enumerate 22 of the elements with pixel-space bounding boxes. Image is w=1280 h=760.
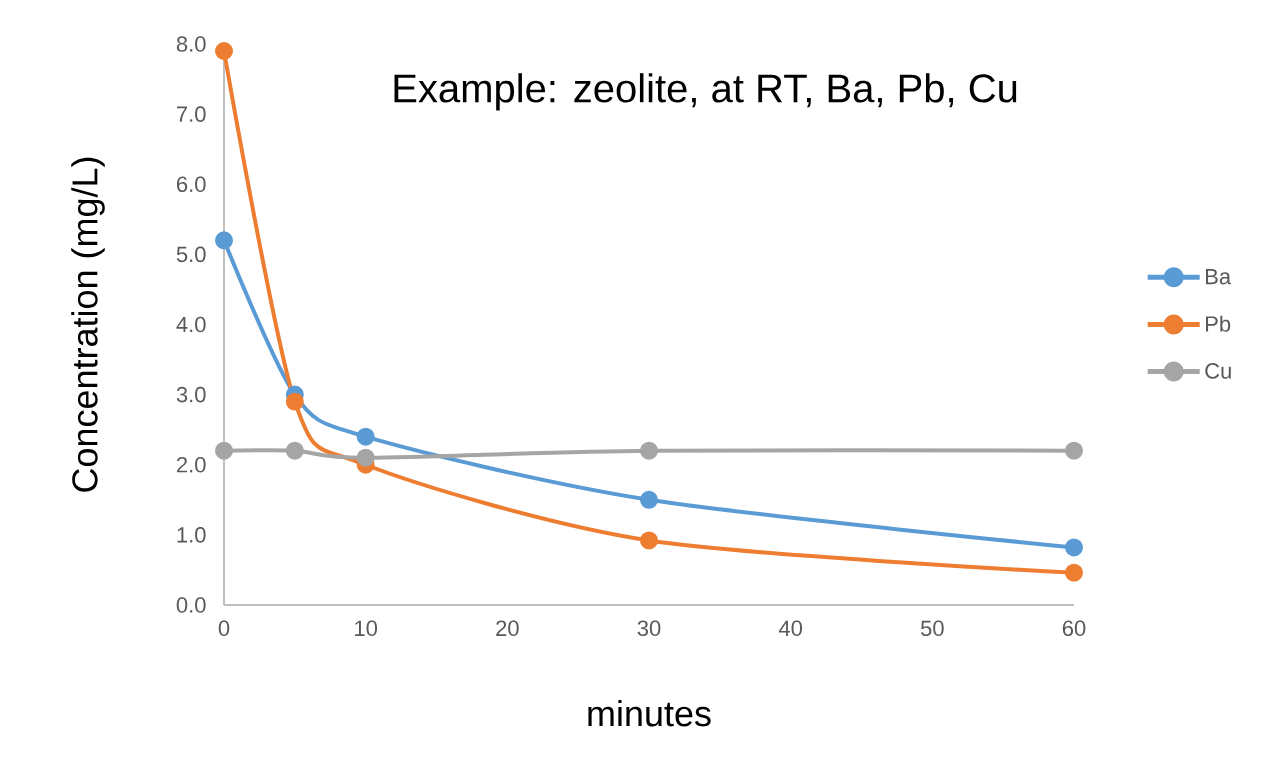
x-tick-label: 40 bbox=[778, 620, 803, 637]
x-tick-label: 0 bbox=[218, 620, 230, 637]
y-tick-label: 5.0 bbox=[176, 246, 206, 263]
y-tick-label: 1.0 bbox=[177, 527, 206, 543]
text: Example: zeolite, at RT, Ba, Pb, Cu bbox=[394, 73, 1017, 111]
x-tick-label: 60 bbox=[1062, 620, 1086, 637]
legend-label: Ba bbox=[1206, 269, 1232, 285]
x-tick-label: 20 bbox=[496, 620, 519, 637]
y-axis-title: Concentration (mg/L) bbox=[71, 157, 105, 492]
legend-label: Cu bbox=[1205, 363, 1231, 379]
y-tick-label: 8.0 bbox=[176, 36, 206, 52]
y-tick-label: 3.0 bbox=[176, 386, 206, 403]
x-tick-label: 30 bbox=[637, 620, 661, 637]
y-tick-label: 0.0 bbox=[176, 597, 206, 613]
x-axis-title: minutes bbox=[588, 700, 711, 727]
legend-label: Pb bbox=[1206, 315, 1231, 332]
y-tick-label: 4.0 bbox=[176, 316, 206, 333]
y-tick-label: 6.0 bbox=[177, 176, 206, 193]
y-tick-label: 2.0 bbox=[177, 456, 206, 473]
x-tick-label: 10 bbox=[355, 620, 378, 637]
y-tick-label: 7.0 bbox=[177, 106, 206, 122]
x-tick-label: 50 bbox=[920, 620, 944, 637]
